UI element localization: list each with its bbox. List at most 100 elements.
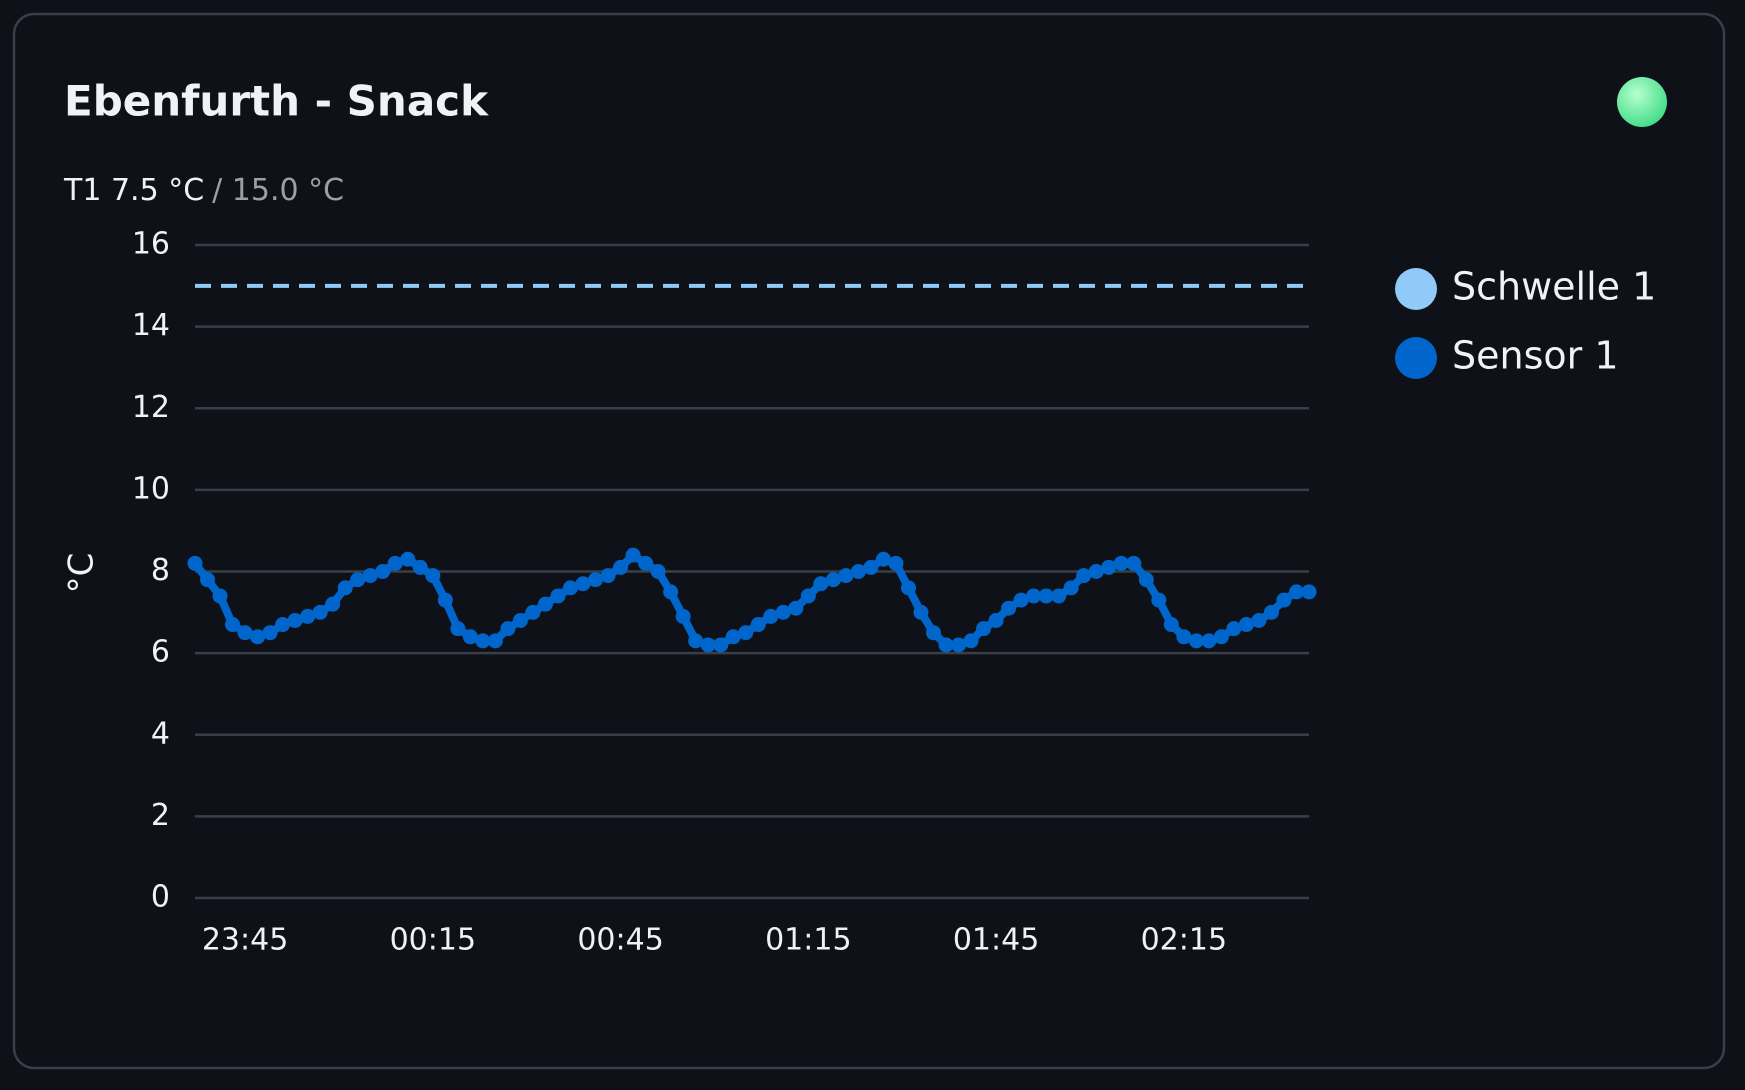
data-point (625, 547, 641, 563)
data-point (800, 588, 816, 604)
data-point (387, 555, 403, 571)
y-tick-label: 14 (132, 308, 170, 343)
data-point (450, 621, 466, 637)
data-point (425, 568, 441, 584)
data-point (525, 604, 541, 620)
data-point (1026, 588, 1042, 604)
x-tick-label: 01:15 (765, 923, 851, 958)
data-point (550, 588, 566, 604)
data-point (300, 608, 316, 624)
data-point (1188, 633, 1204, 649)
data-point (938, 637, 954, 653)
data-point (262, 625, 278, 641)
data-point (350, 572, 366, 588)
data-point (1301, 584, 1317, 600)
data-point (1151, 592, 1167, 608)
data-point (475, 633, 491, 649)
data-point (1063, 580, 1079, 596)
legend-label: Sensor 1 (1452, 334, 1619, 378)
card-frame (12, 12, 1726, 1070)
y-tick-label: 16 (132, 227, 170, 262)
data-point (462, 629, 478, 645)
y-tick-label: 12 (132, 390, 170, 425)
y-tick-label: 0 (151, 880, 170, 915)
y-axis-label: °C (62, 553, 102, 594)
data-point (1288, 584, 1304, 600)
data-point (763, 608, 779, 624)
data-point (838, 568, 854, 584)
data-point (1001, 600, 1017, 616)
y-tick-label: 2 (151, 798, 170, 833)
legend-label: Schwelle 1 (1452, 265, 1656, 309)
data-point (1251, 612, 1267, 628)
data-point (600, 568, 616, 584)
data-point (1076, 568, 1092, 584)
data-point (1051, 588, 1067, 604)
data-point (675, 608, 691, 624)
data-point (1113, 555, 1129, 571)
x-tick-label: 00:15 (390, 923, 476, 958)
x-tick-label: 23:45 (202, 923, 288, 958)
data-point (375, 564, 391, 579)
limit: / 15.0 °C (212, 173, 344, 208)
x-tick-label: 01:45 (953, 923, 1039, 958)
x-tick-label: 02:15 (1141, 923, 1227, 958)
data-point (925, 625, 941, 641)
data-point (337, 580, 353, 596)
data-point (200, 572, 216, 588)
data-point (913, 604, 929, 620)
x-tick-label: 00:45 (577, 923, 663, 958)
y-tick-label: 6 (151, 635, 170, 670)
status-indicator (1617, 77, 1667, 127)
data-point (725, 629, 741, 645)
data-point (900, 580, 916, 596)
reading: T1 7.5 °C (63, 173, 204, 208)
data-point (588, 572, 604, 588)
data-point (1276, 592, 1292, 608)
data-point (1226, 621, 1242, 637)
data-point (275, 617, 291, 633)
data-point (863, 559, 879, 575)
data-point (1263, 604, 1279, 620)
data-point (1101, 559, 1117, 575)
data-point (976, 621, 992, 637)
data-point (412, 559, 428, 575)
data-point (1038, 588, 1054, 604)
data-point (1163, 617, 1179, 633)
data-point (988, 612, 1004, 628)
y-tick-label: 10 (132, 471, 170, 506)
data-point (1013, 592, 1029, 608)
data-point (1138, 572, 1154, 588)
legend-marker (1395, 337, 1437, 379)
data-point (400, 551, 416, 567)
data-point (875, 551, 891, 567)
data-point (537, 596, 553, 612)
data-point (638, 555, 654, 571)
data-point (250, 629, 266, 645)
data-point (750, 617, 766, 633)
data-point (563, 580, 579, 596)
data-point (187, 555, 203, 571)
data-point (225, 617, 241, 633)
y-tick-label: 8 (151, 553, 170, 588)
data-point (963, 633, 979, 649)
data-point (700, 637, 716, 653)
data-point (212, 588, 228, 604)
data-point (312, 604, 328, 620)
data-point (775, 604, 791, 620)
data-point (1213, 629, 1229, 645)
data-point (850, 564, 866, 579)
data-point (951, 637, 967, 653)
data-point (713, 637, 729, 653)
data-point (437, 592, 453, 608)
reading-line: T1 7.5 °C/ 15.0 °C (63, 173, 344, 208)
data-point (287, 612, 303, 628)
data-point (1238, 617, 1254, 633)
data-point (738, 625, 754, 641)
card-title: Ebenfurth - Snack (64, 77, 489, 126)
data-point (888, 555, 904, 571)
y-tick-label: 4 (151, 716, 170, 751)
data-point (487, 633, 503, 649)
